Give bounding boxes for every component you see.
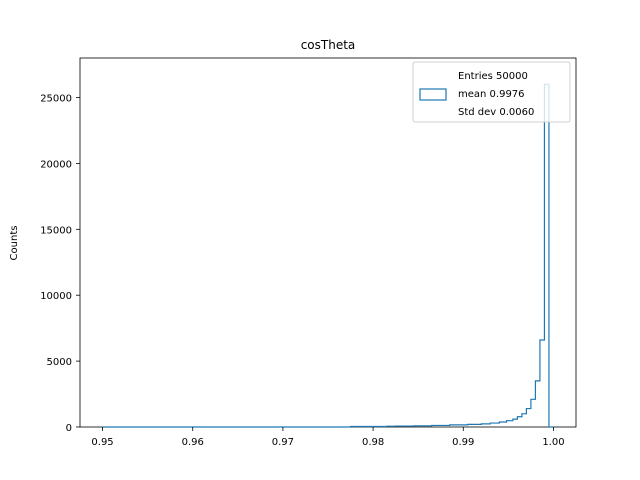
x-tick-label: 0.96 [182, 437, 204, 448]
chart-title: cosTheta [301, 38, 356, 52]
y-tick-label: 0 [66, 423, 72, 434]
x-tick-label: 0.98 [362, 437, 384, 448]
histogram-layer [102, 83, 554, 428]
x-tick-label: 0.97 [272, 437, 294, 448]
histogram-step-line [102, 83, 554, 428]
x-tick-label: 0.99 [452, 437, 474, 448]
legend-line-mean: mean 0.9976 [458, 89, 525, 100]
legend: Entries 50000 mean 0.9976 Std dev 0.0060 [412, 61, 571, 123]
x-tick-label: 1.00 [542, 437, 564, 448]
x-tick-label: 0.95 [91, 437, 113, 448]
y-axis-label: Counts [9, 226, 20, 261]
legend-swatch [419, 88, 447, 101]
y-axis: 0 5000 10000 15000 20000 25000 [40, 94, 80, 434]
y-tick-label: 25000 [40, 94, 72, 105]
y-tick-label: 10000 [40, 291, 72, 302]
y-tick-label: 5000 [47, 357, 72, 368]
legend-line-entries: Entries 50000 [458, 71, 528, 82]
y-tick-label: 20000 [40, 159, 72, 170]
x-axis: 0.95 0.96 0.97 0.98 0.99 1.00 [91, 427, 565, 448]
legend-line-std-dev: Std dev 0.0060 [458, 107, 534, 118]
y-tick-label: 15000 [40, 225, 72, 236]
legend-box [412, 61, 571, 123]
